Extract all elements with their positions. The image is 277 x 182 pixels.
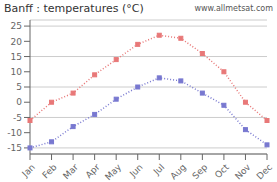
svg-text:Sep: Sep (190, 162, 209, 181)
svg-text:-15: -15 (8, 143, 22, 153)
svg-text:10: 10 (11, 67, 23, 77)
svg-text:Nov: Nov (233, 162, 253, 182)
svg-text:25: 25 (11, 21, 22, 31)
svg-text:Jan: Jan (19, 162, 37, 180)
html-text:Banff : temperatures (°C): Banff : temperatures (°C) (4, 1, 144, 15)
svg-text:-10: -10 (8, 128, 22, 138)
svg-text:20: 20 (11, 37, 23, 47)
svg-text:May: May (103, 162, 124, 182)
svg-text:Mar: Mar (61, 162, 80, 181)
svg-text:0: 0 (16, 97, 22, 107)
svg-text:Jun: Jun (127, 162, 145, 180)
html-text:www.allmetsat.com: www.allmetsat.com (194, 3, 273, 13)
svg-text:Dec: Dec (255, 162, 269, 181)
svg-text:15: 15 (11, 52, 22, 62)
svg-text:Aug: Aug (168, 162, 188, 182)
svg-text:Apr: Apr (84, 162, 102, 180)
svg-text:5: 5 (16, 82, 22, 92)
svg-text:Feb: Feb (40, 162, 59, 181)
svg-text:Jul: Jul (151, 162, 166, 177)
svg-text:Oct: Oct (213, 162, 231, 180)
svg-text:-5: -5 (13, 113, 22, 123)
